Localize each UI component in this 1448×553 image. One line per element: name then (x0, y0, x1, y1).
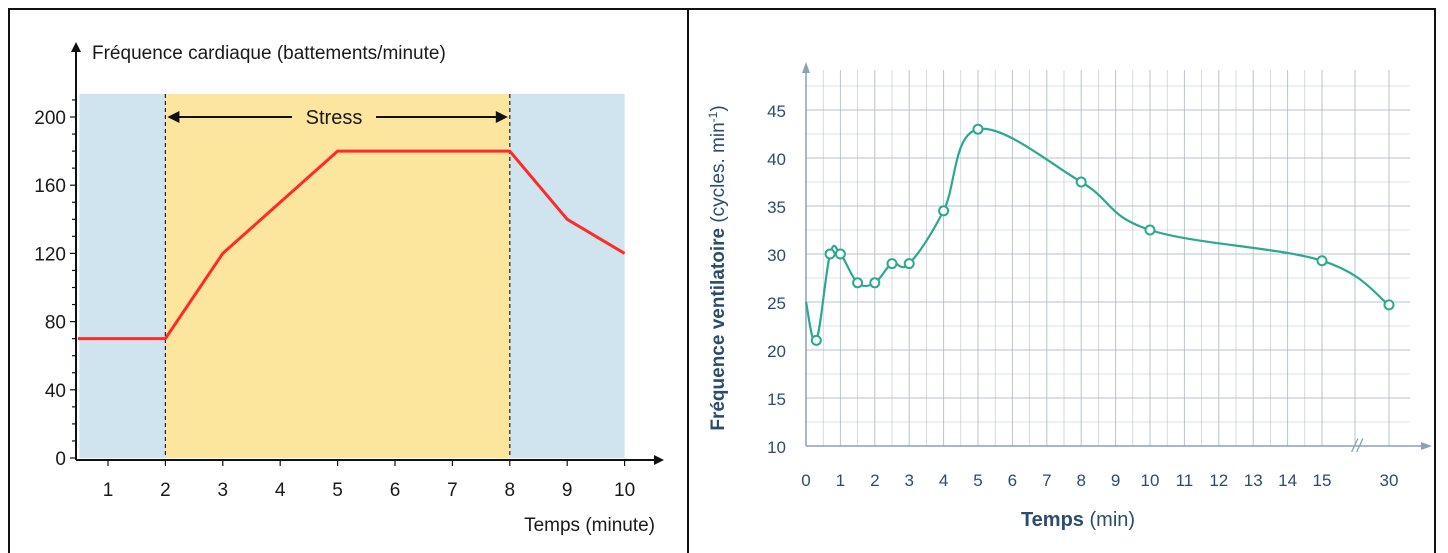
x-tick-label: 2 (160, 480, 171, 501)
y-tick-label: 40 (45, 381, 66, 402)
y-axis-title-sup: -1 (706, 111, 720, 122)
x-tick-label: 3 (218, 480, 229, 501)
x-tick-label: 5 (332, 480, 343, 501)
x-tick-label: 8 (1076, 471, 1085, 490)
data-point (824, 248, 836, 260)
data-point (1383, 299, 1395, 311)
y-tick-label: 10 (767, 438, 786, 457)
y-axis-title-close: ) (708, 105, 729, 111)
x-tick-label: 15 (1313, 471, 1332, 490)
data-point (810, 334, 822, 346)
x-axis-title: Temps (minute) (524, 515, 655, 536)
x-tick-label: 1 (103, 480, 114, 501)
axis-break-mark: // (1350, 436, 1364, 456)
stress-arrow-right-head (495, 111, 508, 123)
figure-frame (8, 8, 1436, 553)
x-tick-label: 10 (614, 480, 635, 501)
x-tick-label: 13 (1244, 471, 1263, 490)
x-axis-arrow (654, 455, 664, 465)
x-tick-label: 6 (1008, 471, 1017, 490)
stress-arrow-left-head (167, 111, 180, 123)
y-tick-label: 120 (34, 244, 66, 265)
data-point (903, 258, 915, 270)
y-tick-label: 0 (55, 449, 66, 470)
data-point (1144, 224, 1156, 236)
x-axis-title-bold: Temps (1021, 509, 1084, 531)
x-tick-label: 3 (904, 471, 913, 490)
stress-label: Stress (306, 107, 363, 129)
y-tick-label: 45 (767, 102, 786, 121)
y-axis-title-unit: (cycles. min (708, 122, 729, 222)
y-tick-label: 200 (34, 108, 66, 129)
x-axis-title: Temps (min) (1021, 509, 1135, 531)
x-tick-label: 8 (505, 480, 516, 501)
y-tick-label: 30 (767, 246, 786, 265)
heart-rate-line (78, 149, 626, 341)
data-point (1316, 255, 1328, 267)
data-point (1075, 176, 1087, 188)
x-tick-label: 1 (836, 471, 845, 490)
y-tick-label: 15 (767, 390, 786, 409)
ventilation-line (804, 127, 1390, 343)
x-tick-label: 10 (1141, 471, 1160, 490)
heart-rate-chart: 0 40 80 120 160 200 1 2 3 4 5 6 7 8 9 10 Stress Fréquence… (34, 42, 664, 536)
data-point (869, 277, 881, 289)
data-point (972, 123, 984, 135)
y-tick-label: 80 (45, 313, 66, 334)
x-tick-label: 11 (1176, 471, 1194, 490)
y-tick-label: 25 (767, 294, 786, 313)
shaded-region-1 (165, 94, 510, 458)
x-tick-label: 9 (1111, 471, 1120, 490)
x-axis-title-unit: (min) (1084, 509, 1135, 531)
y-tick-label: 160 (34, 176, 66, 197)
x-tick-label: 4 (939, 471, 948, 490)
y-axis-title-bold: Fréquence ventilatoire (708, 223, 729, 431)
shaded-region-2 (509, 94, 625, 458)
data-point (834, 248, 846, 260)
x-tick-label: 6 (390, 480, 401, 501)
x-tick-label: 4 (275, 480, 286, 501)
x-tick-label: 14 (1278, 471, 1297, 490)
x-tick-label: 12 (1209, 471, 1228, 490)
y-tick-label: 40 (767, 150, 786, 169)
y-axis-arrow (71, 42, 81, 52)
y-tick-label: 20 (767, 342, 786, 361)
x-tick-label: 5 (973, 471, 982, 490)
panel-divider (687, 8, 689, 553)
y-axis-arrow (802, 62, 810, 73)
x-tick-label: 9 (562, 480, 573, 501)
y-axis-title: Fréquence cardiaque (battements/minute) (92, 43, 446, 64)
x-tick-label: 7 (447, 480, 458, 501)
x-axis-arrow (1421, 442, 1432, 450)
y-tick-label: 35 (767, 198, 786, 217)
x-tick-label: 30 (1380, 471, 1399, 490)
x-tick-label: 0 (801, 471, 810, 490)
x-tick-label: 2 (870, 471, 879, 490)
data-point (886, 258, 898, 270)
data-point (938, 205, 950, 217)
y-axis-title: Fréquence ventilatoire (cycles. min-1) (706, 105, 729, 430)
x-tick-label: 7 (1042, 471, 1051, 490)
shaded-region-0 (79, 94, 166, 458)
data-point (852, 277, 864, 289)
